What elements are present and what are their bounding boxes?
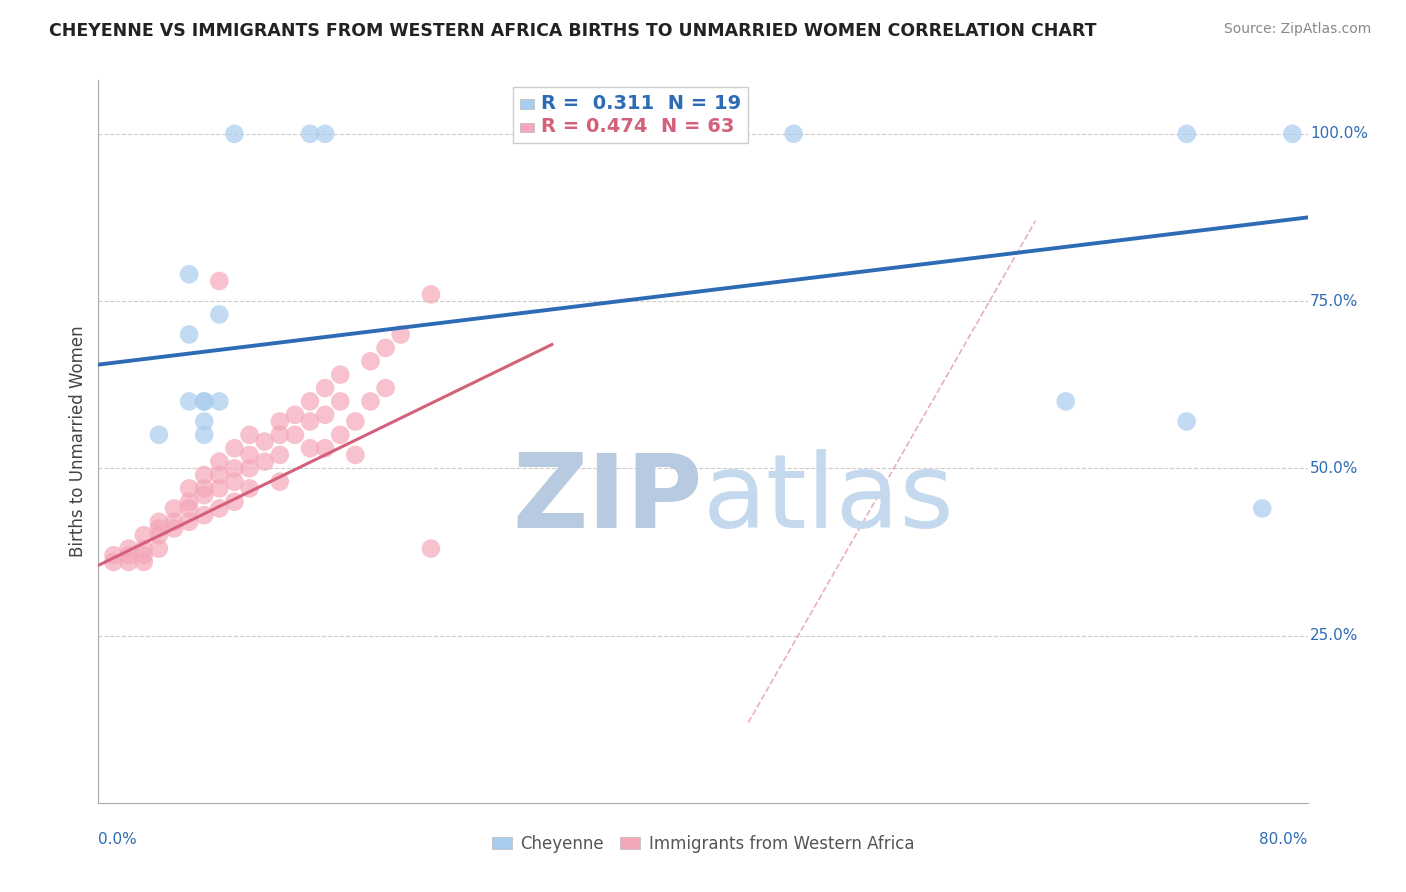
Point [132, 541, 155, 556]
Point [314, 127, 336, 141]
Text: 100.0%: 100.0% [1310, 127, 1368, 141]
Point [179, 501, 201, 516]
Point [148, 528, 170, 542]
Point [299, 127, 322, 141]
Point [179, 482, 201, 496]
Point [299, 394, 322, 409]
Point [344, 448, 367, 462]
Point [179, 394, 201, 409]
Point [103, 555, 125, 569]
Point [299, 414, 322, 429]
Point [284, 408, 307, 422]
Point [344, 414, 367, 429]
Point [239, 448, 262, 462]
Point [269, 448, 291, 462]
Point [1175, 414, 1198, 429]
Point [148, 515, 170, 529]
Point [179, 327, 201, 342]
Y-axis label: Births to Unmarried Women: Births to Unmarried Women [69, 326, 87, 558]
Point [118, 555, 141, 569]
Point [208, 455, 231, 469]
Point [193, 394, 215, 409]
Legend: Cheyenne, Immigrants from Western Africa: Cheyenne, Immigrants from Western Africa [485, 828, 921, 860]
Point [360, 354, 382, 368]
Point [193, 427, 215, 442]
Point [1175, 127, 1198, 141]
Point [224, 461, 246, 475]
Point [314, 381, 336, 395]
Point [329, 394, 352, 409]
Point [103, 548, 125, 563]
Text: 75.0%: 75.0% [1310, 293, 1358, 309]
Point [148, 427, 170, 442]
Point [224, 475, 246, 489]
Point [179, 515, 201, 529]
Point [208, 307, 231, 322]
Text: ZIP: ZIP [513, 449, 703, 549]
Point [132, 548, 155, 563]
Point [284, 427, 307, 442]
Point [1281, 127, 1303, 141]
Point [118, 541, 141, 556]
Point [374, 341, 396, 355]
Point [314, 408, 336, 422]
Text: atlas: atlas [703, 449, 955, 549]
Text: Source: ZipAtlas.com: Source: ZipAtlas.com [1223, 22, 1371, 37]
Point [163, 501, 186, 516]
Point [163, 515, 186, 529]
Point [179, 494, 201, 508]
Text: 80.0%: 80.0% [1260, 831, 1308, 847]
Point [239, 482, 262, 496]
Point [374, 381, 396, 395]
Point [208, 482, 231, 496]
Text: 50.0%: 50.0% [1310, 461, 1358, 475]
Point [224, 127, 246, 141]
Text: 0.0%: 0.0% [98, 831, 138, 847]
Point [314, 442, 336, 455]
Point [208, 394, 231, 409]
Point [132, 528, 155, 542]
Point [420, 287, 443, 301]
Point [299, 442, 322, 455]
Point [193, 414, 215, 429]
Point [239, 427, 262, 442]
Point [193, 508, 215, 523]
Point [269, 427, 291, 442]
Text: CHEYENNE VS IMMIGRANTS FROM WESTERN AFRICA BIRTHS TO UNMARRIED WOMEN CORRELATION: CHEYENNE VS IMMIGRANTS FROM WESTERN AFRI… [49, 22, 1097, 40]
Point [224, 442, 246, 455]
Point [389, 327, 412, 342]
Point [253, 434, 276, 449]
Point [148, 541, 170, 556]
Point [269, 475, 291, 489]
Point [193, 467, 215, 482]
Point [1054, 394, 1077, 409]
Text: 25.0%: 25.0% [1310, 628, 1358, 643]
Point [783, 127, 806, 141]
Point [193, 482, 215, 496]
Point [1251, 501, 1274, 516]
Point [193, 394, 215, 409]
Point [208, 467, 231, 482]
Point [179, 268, 201, 282]
Point [163, 521, 186, 535]
Point [224, 494, 246, 508]
Point [269, 414, 291, 429]
Point [239, 461, 262, 475]
Point [208, 274, 231, 288]
Point [329, 368, 352, 382]
Point [193, 488, 215, 502]
Point [118, 548, 141, 563]
Point [253, 455, 276, 469]
Point [329, 427, 352, 442]
Point [132, 555, 155, 569]
Point [420, 541, 443, 556]
Point [148, 521, 170, 535]
Point [360, 394, 382, 409]
Point [208, 501, 231, 516]
